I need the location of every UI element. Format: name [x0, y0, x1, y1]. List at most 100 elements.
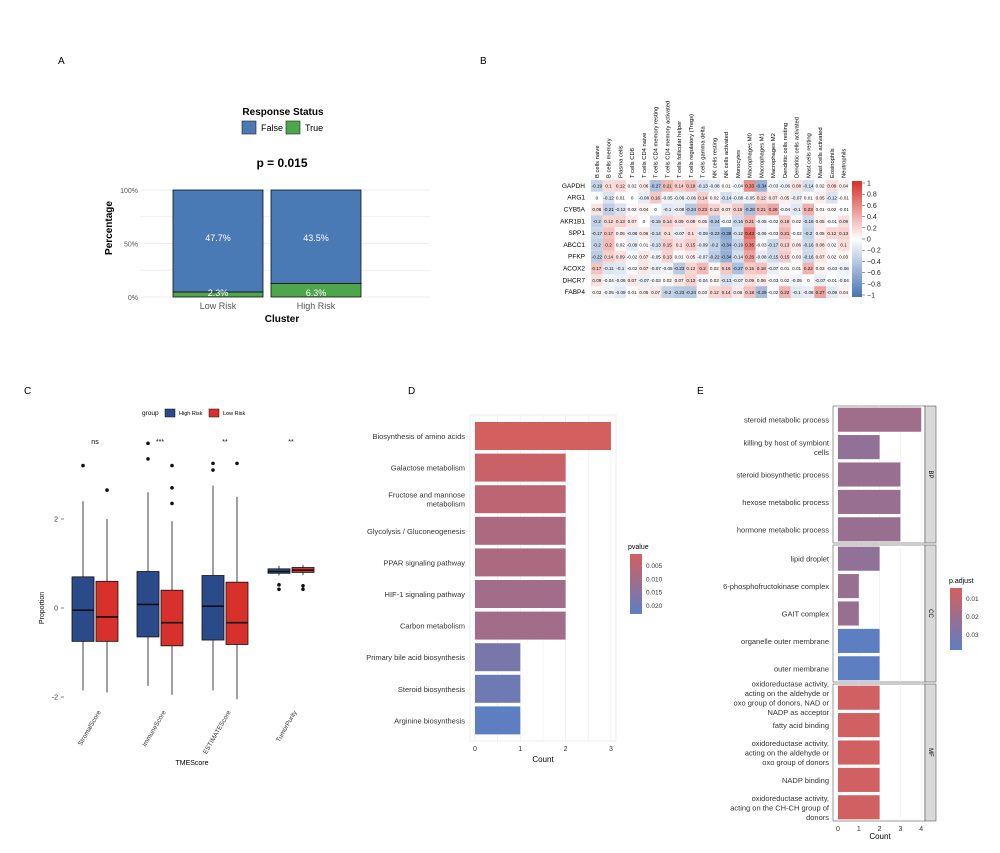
heatmap-cell — [649, 215, 662, 228]
colorbar-tick-label: 1 — [867, 181, 871, 188]
significance-label: *** — [156, 439, 164, 446]
category-label: HIF-1 signaling pathway — [385, 590, 466, 599]
heatmap-cell-value: -0.27 — [650, 184, 661, 189]
heatmap-cell — [638, 215, 650, 228]
panel-label-d: D — [408, 386, 415, 397]
heatmap-cell — [696, 262, 709, 275]
heatmap-cell — [602, 239, 615, 251]
category-label: oxo group of donors — [762, 758, 829, 767]
heatmap-cell-value: 0.04 — [639, 207, 648, 212]
enrichment-bar — [838, 489, 901, 514]
box-outlier — [81, 463, 85, 468]
colorbar-tick-label: 0.02 — [966, 614, 979, 621]
heatmap-cell — [837, 227, 850, 239]
heatmap-cell-value: 0.23 — [698, 207, 707, 212]
heatmap-cell — [708, 191, 721, 204]
heatmap-cell — [767, 180, 779, 192]
chart-c-significance: ns *** ** ** — [91, 439, 294, 446]
heatmap-cell-value: 0.16 — [780, 219, 789, 224]
heatmap-cell-value: -0.11 — [604, 266, 615, 271]
xtick-label: 1 — [857, 826, 861, 833]
heatmap-cell — [708, 239, 721, 251]
xtick-label: 0 — [473, 746, 477, 753]
chart-c-xlabel: TMEScore — [175, 760, 208, 767]
legend-label-false: False — [261, 123, 283, 133]
heatmap-cell-value: 0.02 — [792, 219, 801, 224]
heatmap-cell — [602, 250, 615, 263]
heatmap-cell — [708, 274, 721, 287]
heatmap-cell — [685, 239, 697, 251]
significance-label: ns — [91, 439, 99, 446]
heatmap-cell-value: -0.16 — [803, 219, 814, 224]
heatmap-cell — [755, 180, 768, 192]
heatmap-cell-value: 0.12 — [616, 184, 625, 189]
ytick-label: 0 — [54, 606, 58, 613]
heatmap-cell — [767, 227, 779, 239]
chart-e-colorbar-ticks: 0.01 0.02 0.03 — [966, 596, 979, 639]
heatmap-cell — [649, 239, 662, 251]
heatmap-cell-value: -0.2 — [593, 243, 601, 248]
heatmap-cell-value: 0.07 — [628, 219, 637, 224]
facet-strip — [924, 544, 937, 683]
heatmap-cell-value: -0.02 — [627, 254, 638, 259]
heatmap-cell — [685, 191, 697, 204]
heatmap-cell-value: 0.08 — [792, 184, 801, 189]
heatmap-cell-value: 0.08 — [592, 207, 601, 212]
heatmap-cell-value: -0.04 — [733, 184, 744, 189]
heatmap-cell — [837, 239, 850, 251]
heatmap-cell — [743, 191, 756, 204]
heatmap-cell-value: 0.18 — [745, 290, 754, 295]
heatmap-cell-value: 0.33 — [745, 184, 754, 189]
enrichment-bar — [838, 407, 922, 432]
heatmap-cell — [767, 215, 779, 228]
colorbar-tick-label: 0 — [867, 237, 871, 244]
heatmap-cell-value: 0.01 — [780, 266, 789, 271]
heatmap-cell-value: 0.07 — [628, 278, 637, 283]
heatmap-cell-value: 0.03 — [710, 278, 719, 283]
heatmap-cell — [802, 262, 815, 275]
heatmap-cell-value: 0.14 — [722, 290, 731, 295]
heatmap-cell-value: 0.13 — [686, 278, 695, 283]
heatmap-cell — [708, 180, 721, 192]
heatmap-cell-value: -0.1 — [663, 207, 671, 212]
heatmap-cell-value: 0.05 — [816, 219, 825, 224]
enrichment-bar — [475, 422, 611, 450]
heatmap-cell-value: -0.34 — [756, 184, 767, 189]
heatmap-cell-value: 0.14 — [675, 184, 684, 189]
heatmap-cell-value: 0.05 — [816, 195, 825, 200]
heatmap-cell-value: 0.02 — [710, 195, 719, 200]
heatmap-cell — [720, 239, 732, 251]
ytick-label: 0% — [128, 295, 138, 302]
heatmap-cell-value: -0.24 — [686, 290, 697, 295]
bar-false — [172, 189, 264, 293]
heatmap-cell — [638, 274, 650, 287]
heatmap-cell-value: -0.14 — [721, 195, 732, 200]
heatmap-cell-value: -0.06 — [686, 195, 697, 200]
box-outlier — [211, 468, 215, 472]
heatmap-row-label: PFKP — [568, 254, 585, 261]
heatmap-cell — [802, 191, 815, 204]
heatmap-cell-value: 0.23 — [804, 207, 813, 212]
heatmap-cell — [638, 227, 650, 239]
heatmap-col-label: Mast cells activated — [818, 127, 824, 178]
heatmap-row-label: FABP4 — [565, 289, 586, 296]
heatmap-cell — [802, 274, 815, 287]
heatmap-cell — [790, 227, 803, 239]
heatmap-cell — [732, 180, 744, 192]
chart-a-bars: 47.7% 2.3% 43.5% 6.3% — [172, 189, 362, 298]
heatmap-cell — [661, 286, 674, 298]
panel-e: BP steroid metabolic process killing by ho… — [723, 405, 979, 841]
heatmap-cell — [614, 250, 627, 263]
heatmap-cell-value: 0 — [807, 278, 810, 283]
enrichment-bar — [838, 546, 880, 571]
enrichment-bar — [838, 574, 859, 599]
chart-d-colorbar — [630, 554, 642, 614]
facet-strip — [924, 405, 937, 544]
enrichment-bar — [838, 462, 901, 487]
chart-a-xticks: Low Risk High Risk — [200, 301, 336, 311]
colorbar-tick-label: 0.01 — [966, 596, 979, 603]
heatmap-cell — [837, 203, 850, 216]
heatmap-cell — [814, 191, 826, 204]
colorbar-tick-label: 0.6 — [867, 203, 877, 210]
xtick-label: Low Risk — [200, 301, 237, 311]
